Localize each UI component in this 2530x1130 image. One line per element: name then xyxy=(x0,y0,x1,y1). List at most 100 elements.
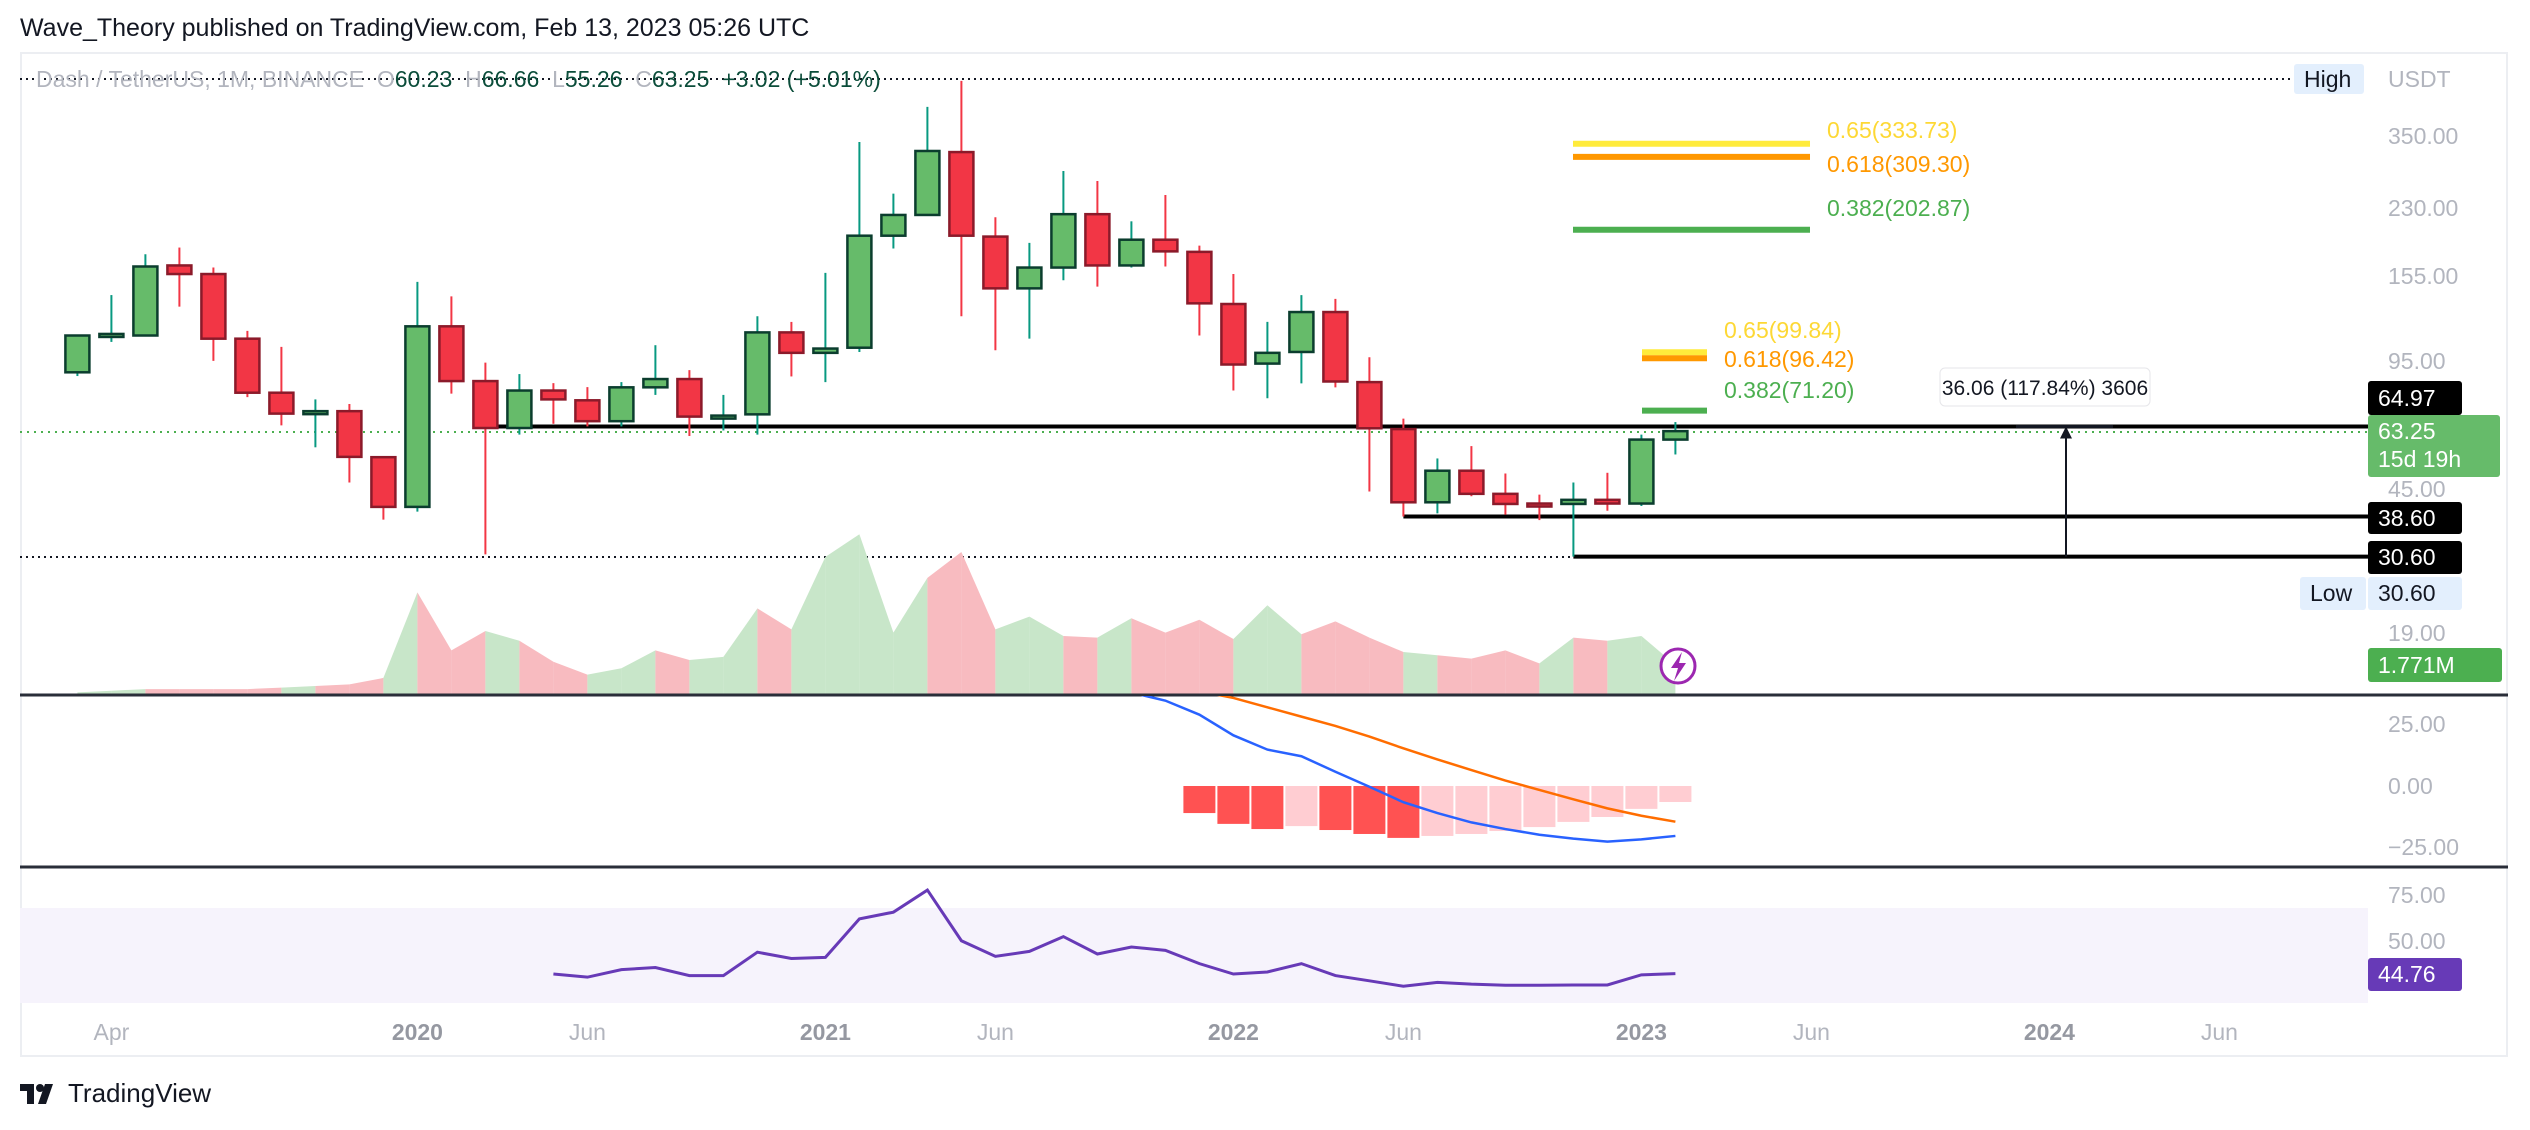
volume-segment xyxy=(587,668,622,694)
candle-body xyxy=(1084,212,1111,267)
candle xyxy=(744,316,771,435)
rsi-tick: 50.00 xyxy=(2388,928,2446,954)
low-value: 55.26 xyxy=(564,66,623,92)
fib-label: 0.382(202.87) xyxy=(1827,195,1970,221)
volume-segment xyxy=(757,608,792,694)
macd-histogram-bar xyxy=(1217,786,1250,824)
volume-segment xyxy=(825,534,860,694)
time-axis-label: 2022 xyxy=(1208,1019,1259,1045)
tradingview-logo[interactable]: TradingView xyxy=(20,1078,211,1109)
candle-body xyxy=(1186,250,1213,305)
measure-label-box xyxy=(1939,367,2151,407)
candle-body xyxy=(166,264,193,276)
volume-segment xyxy=(859,534,894,694)
candle xyxy=(268,346,295,426)
macd-histogram-bar xyxy=(1659,786,1692,802)
open-label: O xyxy=(376,66,395,92)
candle xyxy=(642,345,669,395)
publish-header: Wave_Theory published on TradingView.com… xyxy=(20,14,810,42)
candle xyxy=(948,80,975,317)
macd-histogram-bar xyxy=(1455,786,1488,834)
candle-body xyxy=(1458,469,1485,496)
time-axis-label: Jun xyxy=(1385,1019,1422,1045)
candle xyxy=(506,374,533,435)
volume-segment xyxy=(1267,605,1302,694)
candle xyxy=(1186,245,1213,336)
candle-body xyxy=(1424,469,1451,504)
fib-extensions[interactable]: 0.65(333.73) 0.618(309.30) 0.382(202.87) 0.… xyxy=(1573,117,1970,414)
volume-segment xyxy=(655,650,690,694)
candle-body xyxy=(1254,351,1281,365)
symbol-legend[interactable]: Dash / TetherUS, 1M, BINANCE O60.23 H66.… xyxy=(36,66,881,93)
candle-body xyxy=(64,334,91,374)
macd-histogram-bar xyxy=(1421,786,1454,836)
candle xyxy=(1152,195,1179,267)
high-badge: High xyxy=(2294,64,2364,94)
candle xyxy=(200,267,227,361)
macd-histogram-bar xyxy=(1251,786,1284,830)
measure-label: 36.06 (117.84%) 3606 xyxy=(1942,377,2148,400)
volume-segment xyxy=(213,689,248,694)
candle-body xyxy=(778,331,805,355)
time-axis-label: Apr xyxy=(94,1019,130,1045)
high-label: H xyxy=(465,66,482,92)
candle xyxy=(166,247,193,307)
macd-histogram-bar xyxy=(1591,786,1624,817)
volume-segment xyxy=(519,640,554,694)
candle-body xyxy=(1356,380,1383,430)
candle-body xyxy=(642,377,669,389)
candle xyxy=(1356,357,1383,492)
price-tick: 95.00 xyxy=(2388,348,2446,374)
rsi-pane xyxy=(553,887,1676,988)
time-axis[interactable]: Apr 2020 Jun 2021 Jun 2022 Jun 2023 Jun 2024 Jun xyxy=(94,1019,2238,1045)
candle xyxy=(132,254,159,337)
candle xyxy=(1050,171,1077,281)
candle-body xyxy=(948,150,975,237)
candle-body xyxy=(1050,212,1077,269)
volume-segment xyxy=(1097,618,1132,694)
candle xyxy=(1084,180,1111,287)
candle-body xyxy=(1016,266,1043,290)
macd-line xyxy=(1140,696,1676,843)
candle xyxy=(880,193,907,249)
low-label-badge: Low xyxy=(2300,577,2366,610)
volume-segment xyxy=(791,556,826,694)
volume-segment xyxy=(281,685,316,694)
time-axis-label: 2021 xyxy=(800,1019,851,1045)
time-axis-label: Jun xyxy=(977,1019,1014,1045)
lightning-icon[interactable] xyxy=(1659,647,1697,685)
candle-body xyxy=(506,389,533,430)
macd-histogram-bar xyxy=(1183,786,1216,814)
fib-label: 0.618(309.30) xyxy=(1827,151,1970,177)
candle-body xyxy=(132,265,159,337)
macd-histogram-bar xyxy=(1387,786,1420,838)
candle xyxy=(1118,221,1145,268)
time-axis-label: Jun xyxy=(2201,1019,2238,1045)
candle xyxy=(812,272,839,383)
measure-tool[interactable]: 36.06 (117.84%) 3606 xyxy=(1939,367,2151,557)
support1-price-badge: 38.60 xyxy=(2368,502,2462,534)
rsi-value-badge: 44.76 xyxy=(2368,958,2462,991)
volume-segment xyxy=(349,677,384,694)
volume-segment xyxy=(1233,605,1268,694)
macd-histogram-bar xyxy=(1285,786,1318,827)
candle xyxy=(438,296,465,394)
price-tick: 350.00 xyxy=(2388,123,2458,149)
volume-segment xyxy=(723,608,758,694)
last-price-badge: 63.25 15d 19h xyxy=(2368,415,2500,477)
volume-segment xyxy=(417,592,452,694)
candle xyxy=(1016,242,1043,339)
fib-label: 0.65(333.73) xyxy=(1827,117,1957,143)
candle-body xyxy=(472,379,499,430)
volume-segment xyxy=(77,690,112,694)
candle-body xyxy=(234,337,261,394)
candle xyxy=(472,362,499,555)
volume-segment xyxy=(451,631,486,694)
volume-segment xyxy=(247,687,282,694)
candle-body xyxy=(1118,238,1145,267)
candle-body xyxy=(1152,238,1179,253)
volume-segment xyxy=(1539,637,1574,694)
candle-body xyxy=(336,409,363,459)
volume-segment xyxy=(995,616,1030,694)
